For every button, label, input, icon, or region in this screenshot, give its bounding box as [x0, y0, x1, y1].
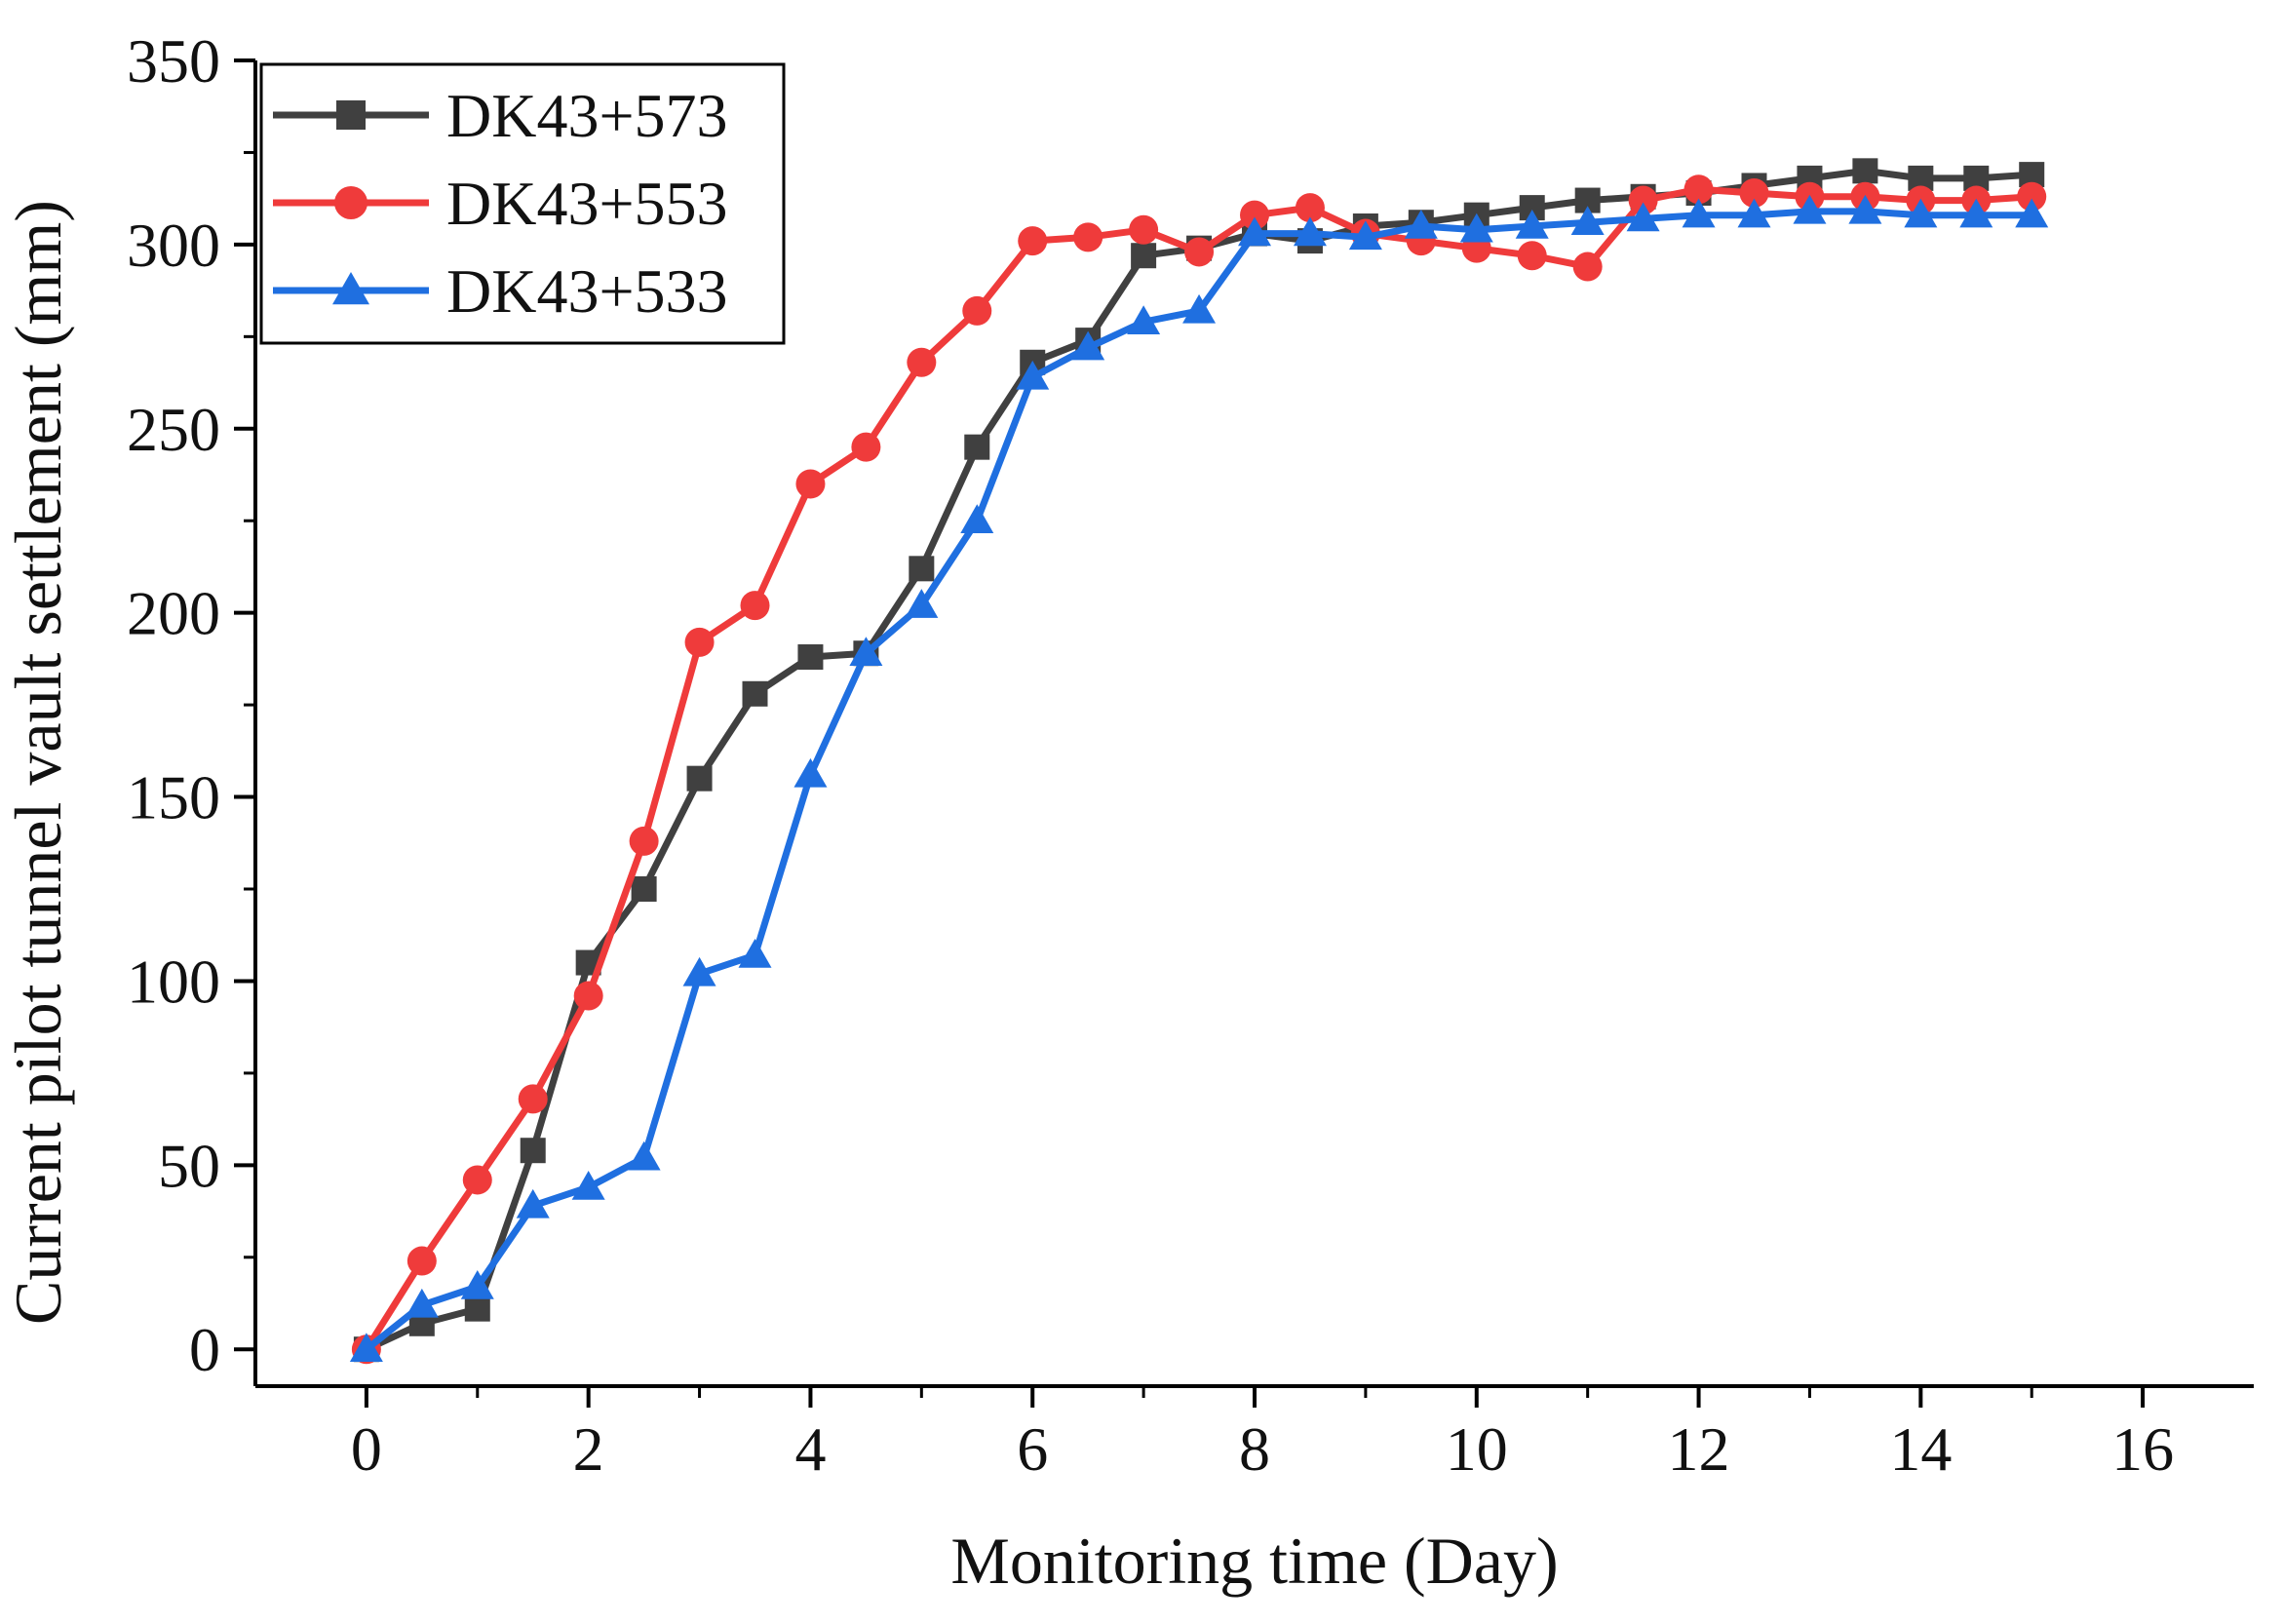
data-point [909, 556, 935, 582]
x-tick-label: 12 [1668, 1414, 1730, 1484]
data-point [1628, 185, 1658, 215]
data-point [1348, 220, 1382, 251]
series-DK43+533 [349, 194, 2049, 1362]
data-point [1570, 206, 1605, 235]
x-tick-label: 6 [1017, 1414, 1048, 1484]
x-tick-label: 14 [1889, 1414, 1952, 1484]
data-point [797, 644, 824, 670]
y-tick-label: 250 [127, 395, 220, 464]
x-tick-label: 16 [2111, 1414, 2174, 1484]
axes: 0 2 4 6 8 10 12 14 16 0 50 100 150 200 250 300 350 [127, 26, 2254, 1484]
data-point [1517, 241, 1547, 271]
data-point [1515, 210, 1549, 239]
data-point [684, 627, 715, 657]
data-point [2015, 198, 2049, 228]
legend: DK43+573 DK43+553 DK43+533 [259, 62, 786, 345]
x-tick-label: 8 [1239, 1414, 1270, 1484]
data-point [686, 765, 713, 792]
data-point [516, 1188, 550, 1218]
data-point [1129, 214, 1159, 245]
data-point [962, 295, 992, 326]
data-point [1793, 194, 1827, 224]
data-point [1295, 193, 1325, 223]
y-axis-title: Current pilot tunnel vault settlement (m… [1, 200, 75, 1325]
x-tick-label: 0 [351, 1414, 382, 1484]
data-point [905, 589, 939, 618]
series-DK43+553 [351, 174, 2047, 1365]
y-tick-label: 200 [127, 579, 220, 648]
data-point [907, 347, 937, 377]
data-point [629, 826, 659, 856]
data-point [349, 1333, 383, 1362]
data-point [405, 1288, 439, 1318]
y-tick-label: 0 [189, 1315, 220, 1384]
legend-item: DK43+533 [273, 256, 728, 326]
series-line [364, 208, 2032, 1352]
y-tick-label: 50 [158, 1131, 220, 1200]
data-point [1071, 330, 1105, 361]
y-tick-label: 100 [127, 947, 220, 1016]
data-point [1293, 216, 1327, 247]
data-point [406, 1246, 437, 1276]
data-point [1240, 200, 1269, 230]
y-tick-label: 350 [127, 26, 220, 96]
data-point [1572, 251, 1603, 282]
data-point [1073, 222, 1103, 252]
data-point [795, 469, 826, 499]
legend-label: DK43+553 [446, 169, 728, 238]
data-point [631, 876, 657, 902]
data-point [518, 1084, 548, 1114]
data-point [1848, 194, 1882, 224]
x-axis-title: Monitoring time (Day) [950, 1524, 1558, 1598]
data-point [742, 680, 768, 707]
data-point [460, 1270, 494, 1299]
x-tick-label: 4 [794, 1414, 826, 1484]
data-point [1184, 237, 1215, 267]
data-point [627, 1141, 661, 1171]
data-point [1904, 198, 1938, 228]
legend-marker [332, 272, 369, 305]
data-point [571, 1171, 605, 1200]
data-point [738, 939, 772, 968]
data-point [1683, 174, 1714, 205]
data-point [851, 432, 881, 462]
data-point [1131, 243, 1157, 269]
data-point [1626, 202, 1660, 232]
legend-label: DK43+573 [446, 81, 728, 150]
data-point [793, 757, 828, 788]
data-point [1404, 210, 1438, 239]
legend-item: DK43+553 [273, 169, 728, 238]
data-point [573, 981, 603, 1011]
data-point [960, 504, 994, 533]
legend-item: DK43+573 [273, 81, 728, 150]
x-tick-label: 2 [573, 1414, 604, 1484]
data-point [1016, 360, 1050, 390]
data-point [1018, 226, 1048, 256]
y-tick-label: 300 [127, 211, 220, 280]
data-point [1127, 305, 1161, 334]
data-point [849, 637, 883, 666]
data-point [2017, 181, 2047, 212]
legend-label: DK43+533 [446, 256, 728, 326]
data-point [1739, 178, 1769, 208]
data-point [1737, 198, 1771, 228]
series-layer [349, 158, 2049, 1365]
data-point [682, 956, 716, 986]
legend-marker [336, 100, 366, 130]
data-point [520, 1138, 546, 1164]
data-point [1959, 198, 1993, 228]
data-point [1182, 293, 1217, 324]
data-point [1459, 213, 1493, 243]
data-point [964, 434, 990, 460]
data-point [740, 591, 770, 621]
x-tick-label: 10 [1446, 1414, 1508, 1484]
data-point [1852, 158, 1878, 184]
data-point [1238, 216, 1271, 247]
data-point [1682, 198, 1716, 228]
data-point [464, 1295, 490, 1322]
y-tick-label: 150 [127, 763, 220, 832]
data-point [462, 1165, 492, 1195]
legend-marker [334, 186, 368, 219]
